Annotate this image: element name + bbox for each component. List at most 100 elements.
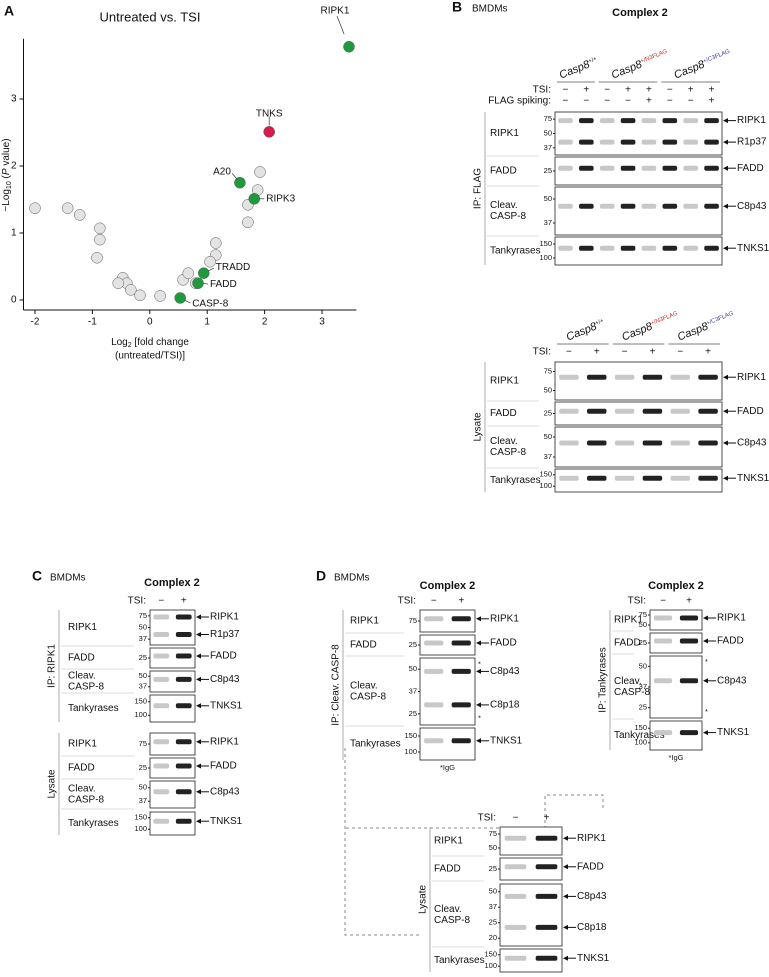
side-label: IP: FLAG [473, 168, 484, 209]
arrow-head [196, 653, 201, 659]
y-axis-label-part: 10 [6, 181, 13, 189]
row-label: RIPK1 [350, 616, 379, 627]
point-label: FADD [210, 279, 237, 290]
mw-marker: 50 [544, 128, 552, 137]
mw-marker: 25 [544, 166, 552, 175]
lane-sign: − [660, 596, 666, 607]
data-point [182, 267, 194, 279]
mw-marker: 150 [634, 723, 647, 732]
band [175, 818, 192, 824]
mw-marker: 75 [139, 611, 147, 620]
row-label: RIPK1 [434, 836, 463, 847]
target-label: FADD [737, 406, 764, 417]
genotype-label-part: +/N3FLAG [640, 48, 669, 64]
lane-sign: + [625, 85, 631, 96]
y-axis-label-part: −Log [1, 189, 12, 212]
row-label: Tankyrases [434, 955, 485, 966]
band [559, 374, 579, 380]
row-label: Tankyrases [614, 730, 665, 741]
band [153, 703, 170, 709]
target-label: RIPK1 [577, 833, 606, 844]
band [451, 616, 471, 622]
band [662, 203, 678, 209]
row-label: FADD [490, 166, 517, 177]
point-label: RIPK1 [321, 5, 350, 16]
arrow-head [723, 374, 728, 380]
data-point [204, 256, 216, 268]
target-label: FADD [490, 638, 517, 649]
mw-marker: 75 [139, 739, 147, 748]
blot-box [499, 883, 563, 947]
x-tick-label: -2 [31, 317, 40, 328]
mw-marker: 75 [489, 829, 497, 838]
leader-line [336, 16, 345, 35]
mw-marker: 100 [484, 961, 497, 970]
connector [344, 748, 420, 936]
band [679, 615, 699, 621]
data-point [61, 202, 74, 214]
target-label: RIPK1 [717, 613, 746, 624]
data-point [174, 292, 186, 304]
band [698, 475, 718, 481]
x-axis-label-part: [fold change [132, 337, 190, 348]
blot-title: Complex 2 [144, 577, 200, 589]
band [704, 203, 719, 209]
row-label: RIPK1 [490, 128, 519, 139]
band [559, 475, 579, 481]
lane-sign: − [563, 96, 569, 107]
row-label: FADD [434, 864, 461, 875]
band [614, 440, 635, 446]
point-label: RIPK3 [266, 193, 295, 204]
data-point [94, 233, 106, 246]
panel-letter: B [452, 0, 462, 15]
band [670, 408, 690, 414]
side-label: IP: Tankyrases [598, 647, 609, 712]
target-label: C8p43 [577, 891, 607, 902]
row-label: RIPK1 [490, 376, 519, 387]
band [614, 408, 635, 414]
arrow-head [723, 475, 728, 481]
band [587, 475, 607, 481]
arrow-head [723, 440, 728, 446]
mw-marker: 50 [139, 783, 147, 792]
band [558, 203, 573, 209]
band [504, 924, 527, 930]
genotype-label-part: +/+ [587, 56, 598, 65]
asterisk: * [478, 660, 481, 669]
x-tick-label: 0 [147, 317, 153, 328]
mw-marker: 100 [539, 481, 552, 490]
blot-title: Complex 2 [420, 580, 476, 592]
band [175, 739, 192, 745]
lane-sign: + [181, 596, 187, 607]
row-label: RIPK1 [614, 615, 643, 626]
band [153, 676, 170, 682]
lane-sign: − [667, 96, 673, 107]
target-label: C8p43 [490, 666, 520, 677]
target-label: FADD [717, 636, 744, 647]
blot-box [554, 156, 723, 186]
band [662, 245, 678, 251]
band [698, 374, 718, 380]
target-label: RIPK1 [490, 613, 519, 624]
side-label: Lysate [47, 769, 58, 799]
arrow-head [196, 818, 201, 824]
target-label: C8p43 [737, 438, 767, 449]
target-label: RIPK1 [737, 372, 766, 383]
genotype-label-part: Casp8 [565, 320, 600, 343]
genotype-label: Casp8+/+ [565, 317, 607, 343]
lane-header-label: TSI: [628, 596, 646, 607]
band [559, 440, 579, 446]
x-axis-label: Log2 [fold change [111, 337, 189, 350]
band [153, 632, 170, 637]
band [642, 440, 663, 446]
mw-marker: 100 [634, 738, 647, 747]
mw-marker: 50 [544, 432, 552, 441]
panel-letter: C [32, 568, 42, 584]
lane-sign: − [625, 96, 631, 107]
mw-marker: 50 [639, 661, 647, 670]
mw-marker: 150 [134, 813, 147, 822]
arrow-head [703, 615, 708, 621]
arrow-head [723, 203, 728, 209]
row-label: Cleav. [614, 676, 642, 687]
data-point [263, 126, 275, 138]
